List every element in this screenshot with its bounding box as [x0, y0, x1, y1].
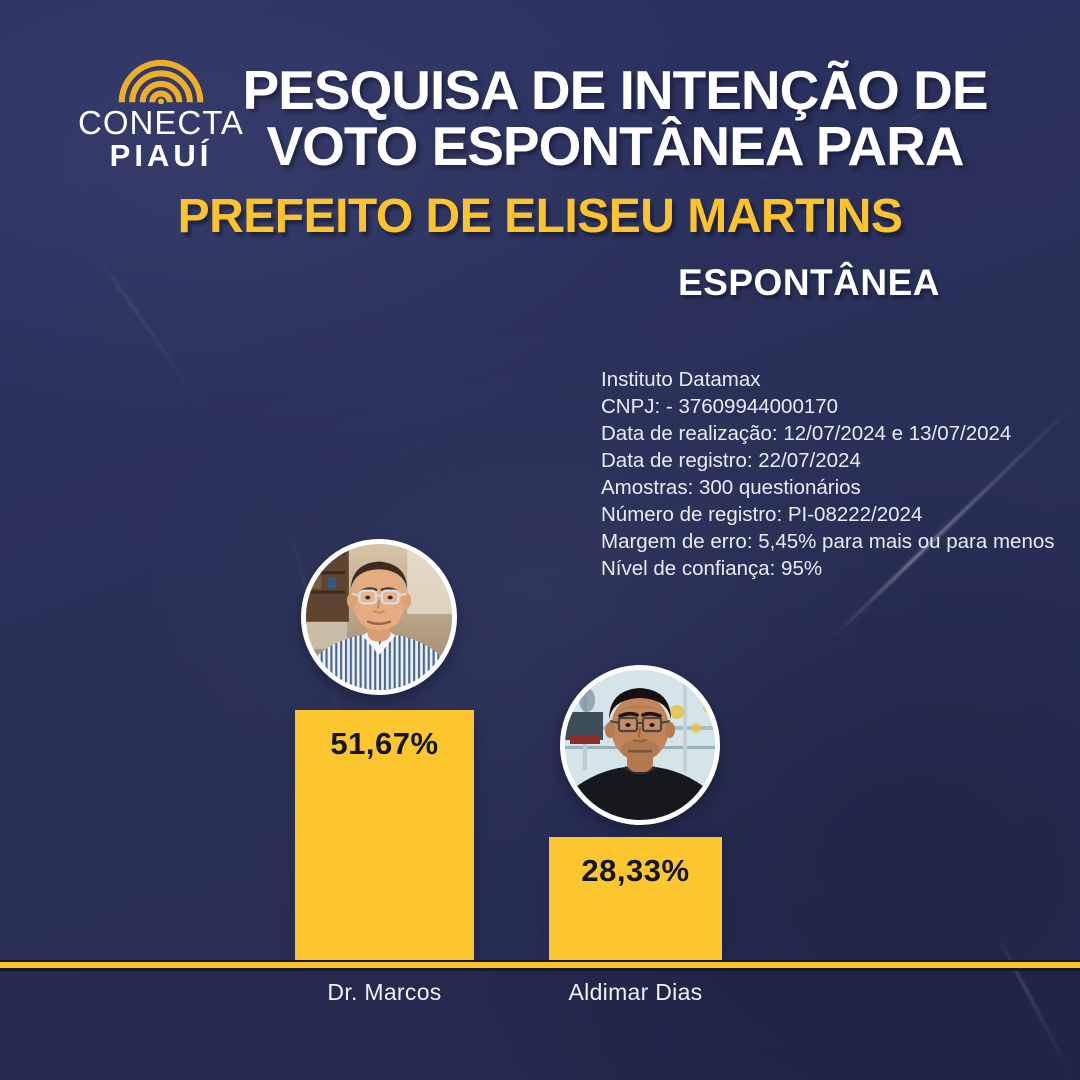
survey-info-block: Instituto Datamax CNPJ: - 37609944000170… [601, 366, 1071, 582]
category-label-dr-marcos: Dr. Marcos [327, 979, 442, 1005]
survey-info-line: Margem de erro: 5,45% para mais ou para … [601, 530, 1055, 553]
avatar-aldimar-dias-illustration [565, 670, 715, 820]
candidate-photo-dr-marcos [301, 539, 457, 695]
bar-dr-marcos: 51,67% [295, 710, 474, 960]
survey-type-label: ESPONTÂNEA [678, 262, 940, 303]
rainbow-arcs-icon [118, 59, 204, 104]
page-title: PESQUISA DE INTENÇÃO DE VOTO ESPONTÂNEA … [225, 62, 1005, 174]
avatar-dr-marcos-illustration [306, 544, 452, 690]
survey-info-line: Amostras: 300 questionários [601, 476, 861, 499]
chart-baseline [0, 960, 1080, 971]
bar-aldimar-dias: 28,33% [549, 837, 722, 960]
bar-value-dr-marcos: 51,67% [330, 726, 439, 761]
survey-info-line: Instituto Datamax [601, 368, 761, 391]
page-title-line2: VOTO ESPONTÂNEA PARA [266, 115, 964, 177]
survey-info-line: CNPJ: - 37609944000170 [601, 395, 839, 418]
logo-text-conecta: CONECTA [78, 104, 244, 141]
survey-info-line: Nível de confiança: 95% [601, 557, 823, 580]
survey-info-line: Data de realização: 12/07/2024 e 13/07/2… [601, 422, 1012, 445]
bar-value-aldimar-dias: 28,33% [581, 853, 690, 888]
survey-info-line: Número de registro: PI-08222/2024 [601, 503, 923, 526]
footer-shade [0, 971, 1080, 1080]
candidate-photo-aldimar-dias [560, 665, 720, 825]
page-subtitle: PREFEITO DE ELISEU MARTINS [177, 190, 903, 243]
survey-info-line: Data de registro: 22/07/2024 [601, 449, 861, 472]
page-title-line1: PESQUISA DE INTENÇÃO DE [242, 59, 988, 121]
conecta-piaui-logo: CONECTA PIAUÍ [72, 56, 250, 172]
logo-text-piaui: PIAUÍ [109, 138, 213, 173]
category-label-aldimar-dias: Aldimar Dias [568, 979, 703, 1005]
